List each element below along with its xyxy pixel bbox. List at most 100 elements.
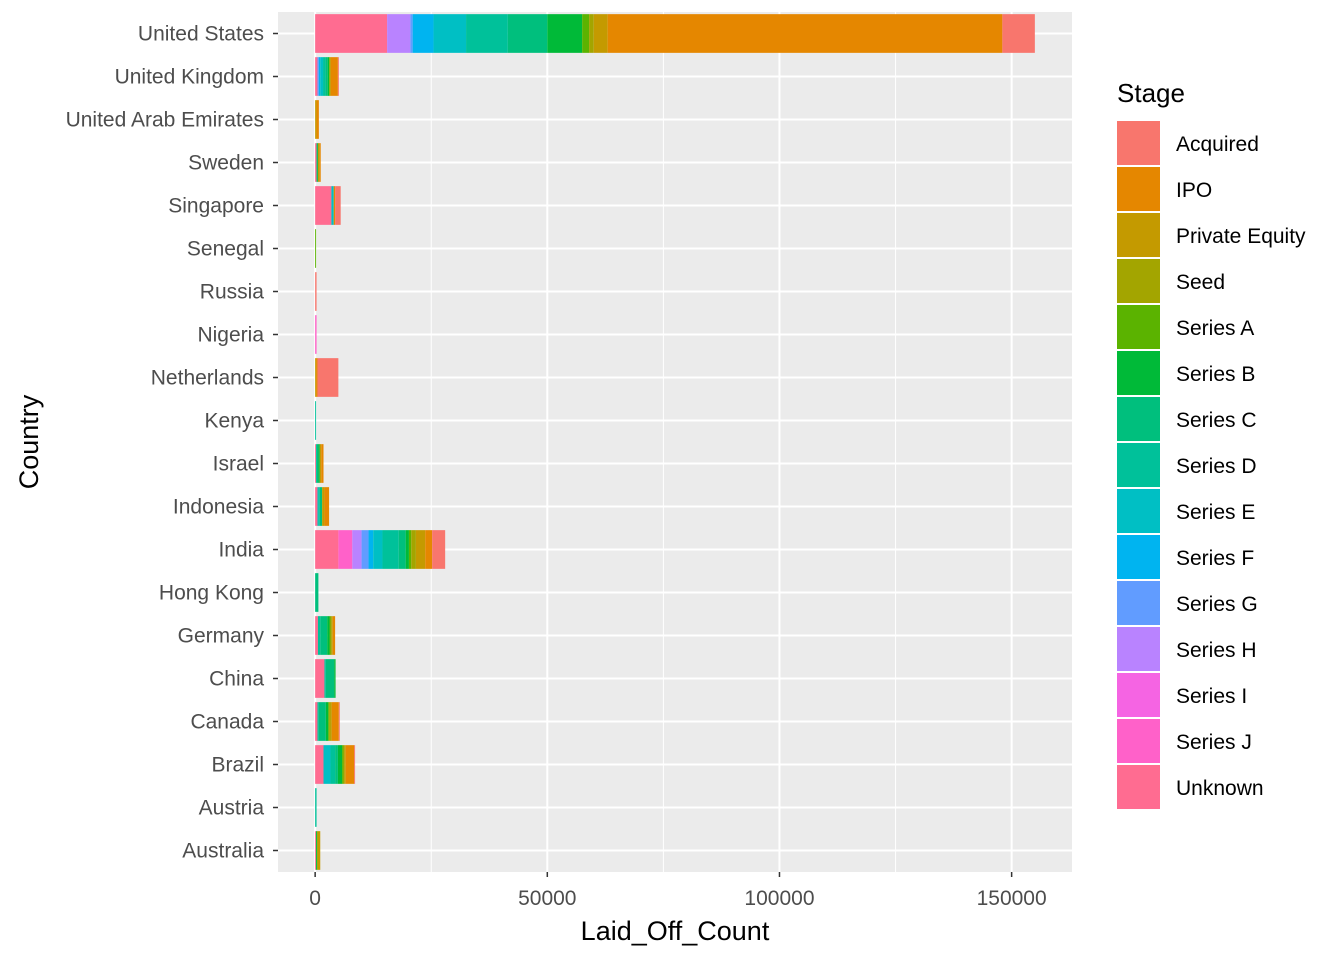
y-axis-title: Country: [14, 394, 44, 489]
grid-minor: [430, 12, 897, 872]
bar-segment: [373, 530, 383, 569]
bar-segment: [316, 831, 318, 870]
bar-segment: [335, 745, 338, 784]
legend-key: [1117, 627, 1160, 671]
bar-segment: [317, 616, 321, 655]
bar-segment: [330, 57, 338, 96]
bar-segment: [317, 57, 319, 96]
legend-label: Series G: [1176, 593, 1258, 616]
bar-segment: [337, 745, 343, 784]
bar-segment: [320, 57, 324, 96]
bar-segment: [398, 530, 406, 569]
plot-panel: [278, 12, 1072, 872]
bar-segment: [330, 616, 332, 655]
bars: [315, 14, 1035, 870]
y-tick-label: United Arab Emirates: [66, 109, 264, 132]
bar-segment: [432, 530, 446, 569]
legend-label: Series D: [1176, 455, 1257, 478]
legend-key: [1117, 351, 1160, 395]
legend-label: Private Equity: [1176, 225, 1306, 248]
bar-segment: [317, 487, 319, 526]
legend-key: [1117, 167, 1160, 211]
legend-key: [1117, 213, 1160, 257]
bar-segment: [405, 530, 409, 569]
bar-segment: [352, 530, 362, 569]
bar-segment: [335, 186, 341, 225]
bar-segment: [317, 444, 319, 483]
y-tick-label: China: [209, 668, 264, 691]
y-tick-label: Senegal: [187, 238, 264, 261]
bar-segment: [415, 530, 426, 569]
y-tick-label: Austria: [199, 797, 265, 820]
bar-segment: [331, 702, 339, 741]
legend-key: [1117, 719, 1160, 763]
legend-label: Series I: [1176, 685, 1247, 708]
bar-segment: [327, 616, 330, 655]
bar-segment: [315, 745, 324, 784]
bar-segment: [344, 745, 346, 784]
y-tick-label: Australia: [182, 840, 264, 863]
bar-segment: [329, 616, 331, 655]
bar-segment: [316, 143, 318, 182]
legend-label: Series A: [1176, 317, 1254, 340]
bar-segment: [319, 487, 323, 526]
bar-segment: [315, 100, 317, 139]
bar-segment: [607, 14, 1003, 53]
legend-key: [1117, 673, 1160, 717]
bar-segment: [332, 616, 336, 655]
bar-segment: [331, 616, 333, 655]
bar-segment: [315, 57, 318, 96]
bar-segment: [343, 745, 345, 784]
bar-segment: [333, 186, 336, 225]
y-axis-ticks: Australia Austria Brazil Canada China Germany…: [66, 23, 278, 863]
bar-segment: [368, 530, 374, 569]
y-tick-label: India: [218, 539, 264, 562]
bar-segment: [323, 57, 326, 96]
x-axis-title: Laid_Off_Count: [581, 916, 770, 946]
bar-segment: [317, 143, 318, 182]
bar-segment: [315, 788, 317, 827]
bar-segment: [425, 530, 433, 569]
bar-segment: [315, 444, 317, 483]
y-tick-label: Russia: [200, 281, 265, 304]
legend-key: [1117, 305, 1160, 349]
y-tick-label: Sweden: [188, 152, 264, 175]
bar-segment: [1002, 14, 1035, 53]
y-tick-label: Indonesia: [173, 496, 264, 519]
bar-segment: [325, 57, 328, 96]
legend-label: Series E: [1176, 501, 1255, 524]
y-tick-label: Canada: [190, 711, 264, 734]
bar-segment: [330, 57, 331, 96]
bar-segment: [331, 186, 334, 225]
bar-segment: [315, 14, 388, 53]
bar-segment: [387, 14, 411, 53]
legend-key: [1117, 489, 1160, 533]
bar-segment: [316, 444, 318, 483]
bar-segment: [329, 57, 331, 96]
legend-label: Unknown: [1176, 777, 1264, 800]
bar-segment: [337, 57, 339, 96]
bar-segment: [345, 745, 355, 784]
legend-label: Series F: [1176, 547, 1254, 570]
legend-label: Seed: [1176, 271, 1225, 294]
bar-segment: [318, 702, 326, 741]
grid-major: [278, 12, 1072, 872]
legend-label: Acquired: [1176, 133, 1259, 156]
bar-segment: [324, 487, 330, 526]
bar-segment: [315, 229, 317, 268]
bar-segment: [433, 14, 467, 53]
bar-segment: [315, 487, 318, 526]
legend-label: Series H: [1176, 639, 1257, 662]
bar-segment: [315, 358, 317, 397]
legend-key: [1117, 397, 1160, 441]
bar-segment: [317, 831, 318, 870]
x-axis-ticks: 0 50000 100000 150000: [309, 872, 1047, 910]
bar-segment: [315, 616, 318, 655]
y-tick-label: Netherlands: [151, 367, 264, 390]
bar-segment: [317, 702, 319, 741]
bar-segment: [354, 745, 356, 784]
bar-segment: [325, 659, 335, 698]
bar-segment: [338, 530, 353, 569]
